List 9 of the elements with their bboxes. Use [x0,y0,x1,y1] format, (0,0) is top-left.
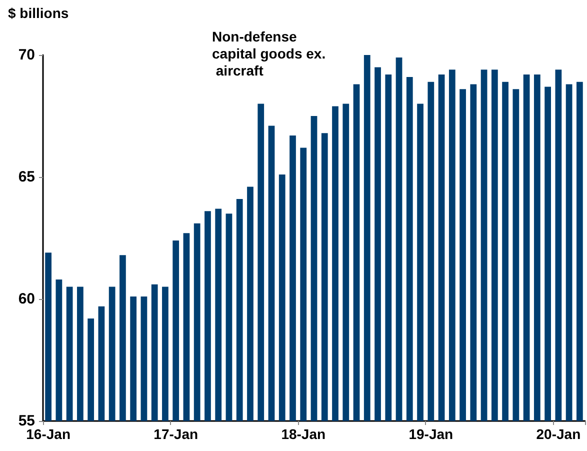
x-tick-label: 19-Jan [408,426,454,442]
y-tick-label: 65 [18,168,35,186]
y-axis-title: $ billions [8,5,69,21]
x-tick-label: 17-Jan [154,426,198,442]
y-tick-label: 60 [18,290,35,308]
annotation: Non-defense capital goods ex. aircraft [212,28,326,78]
x-tick-label: 20-Jan [536,426,581,442]
y-tick-label: 70 [18,46,35,64]
x-tick-label: 18-Jan [281,426,326,442]
